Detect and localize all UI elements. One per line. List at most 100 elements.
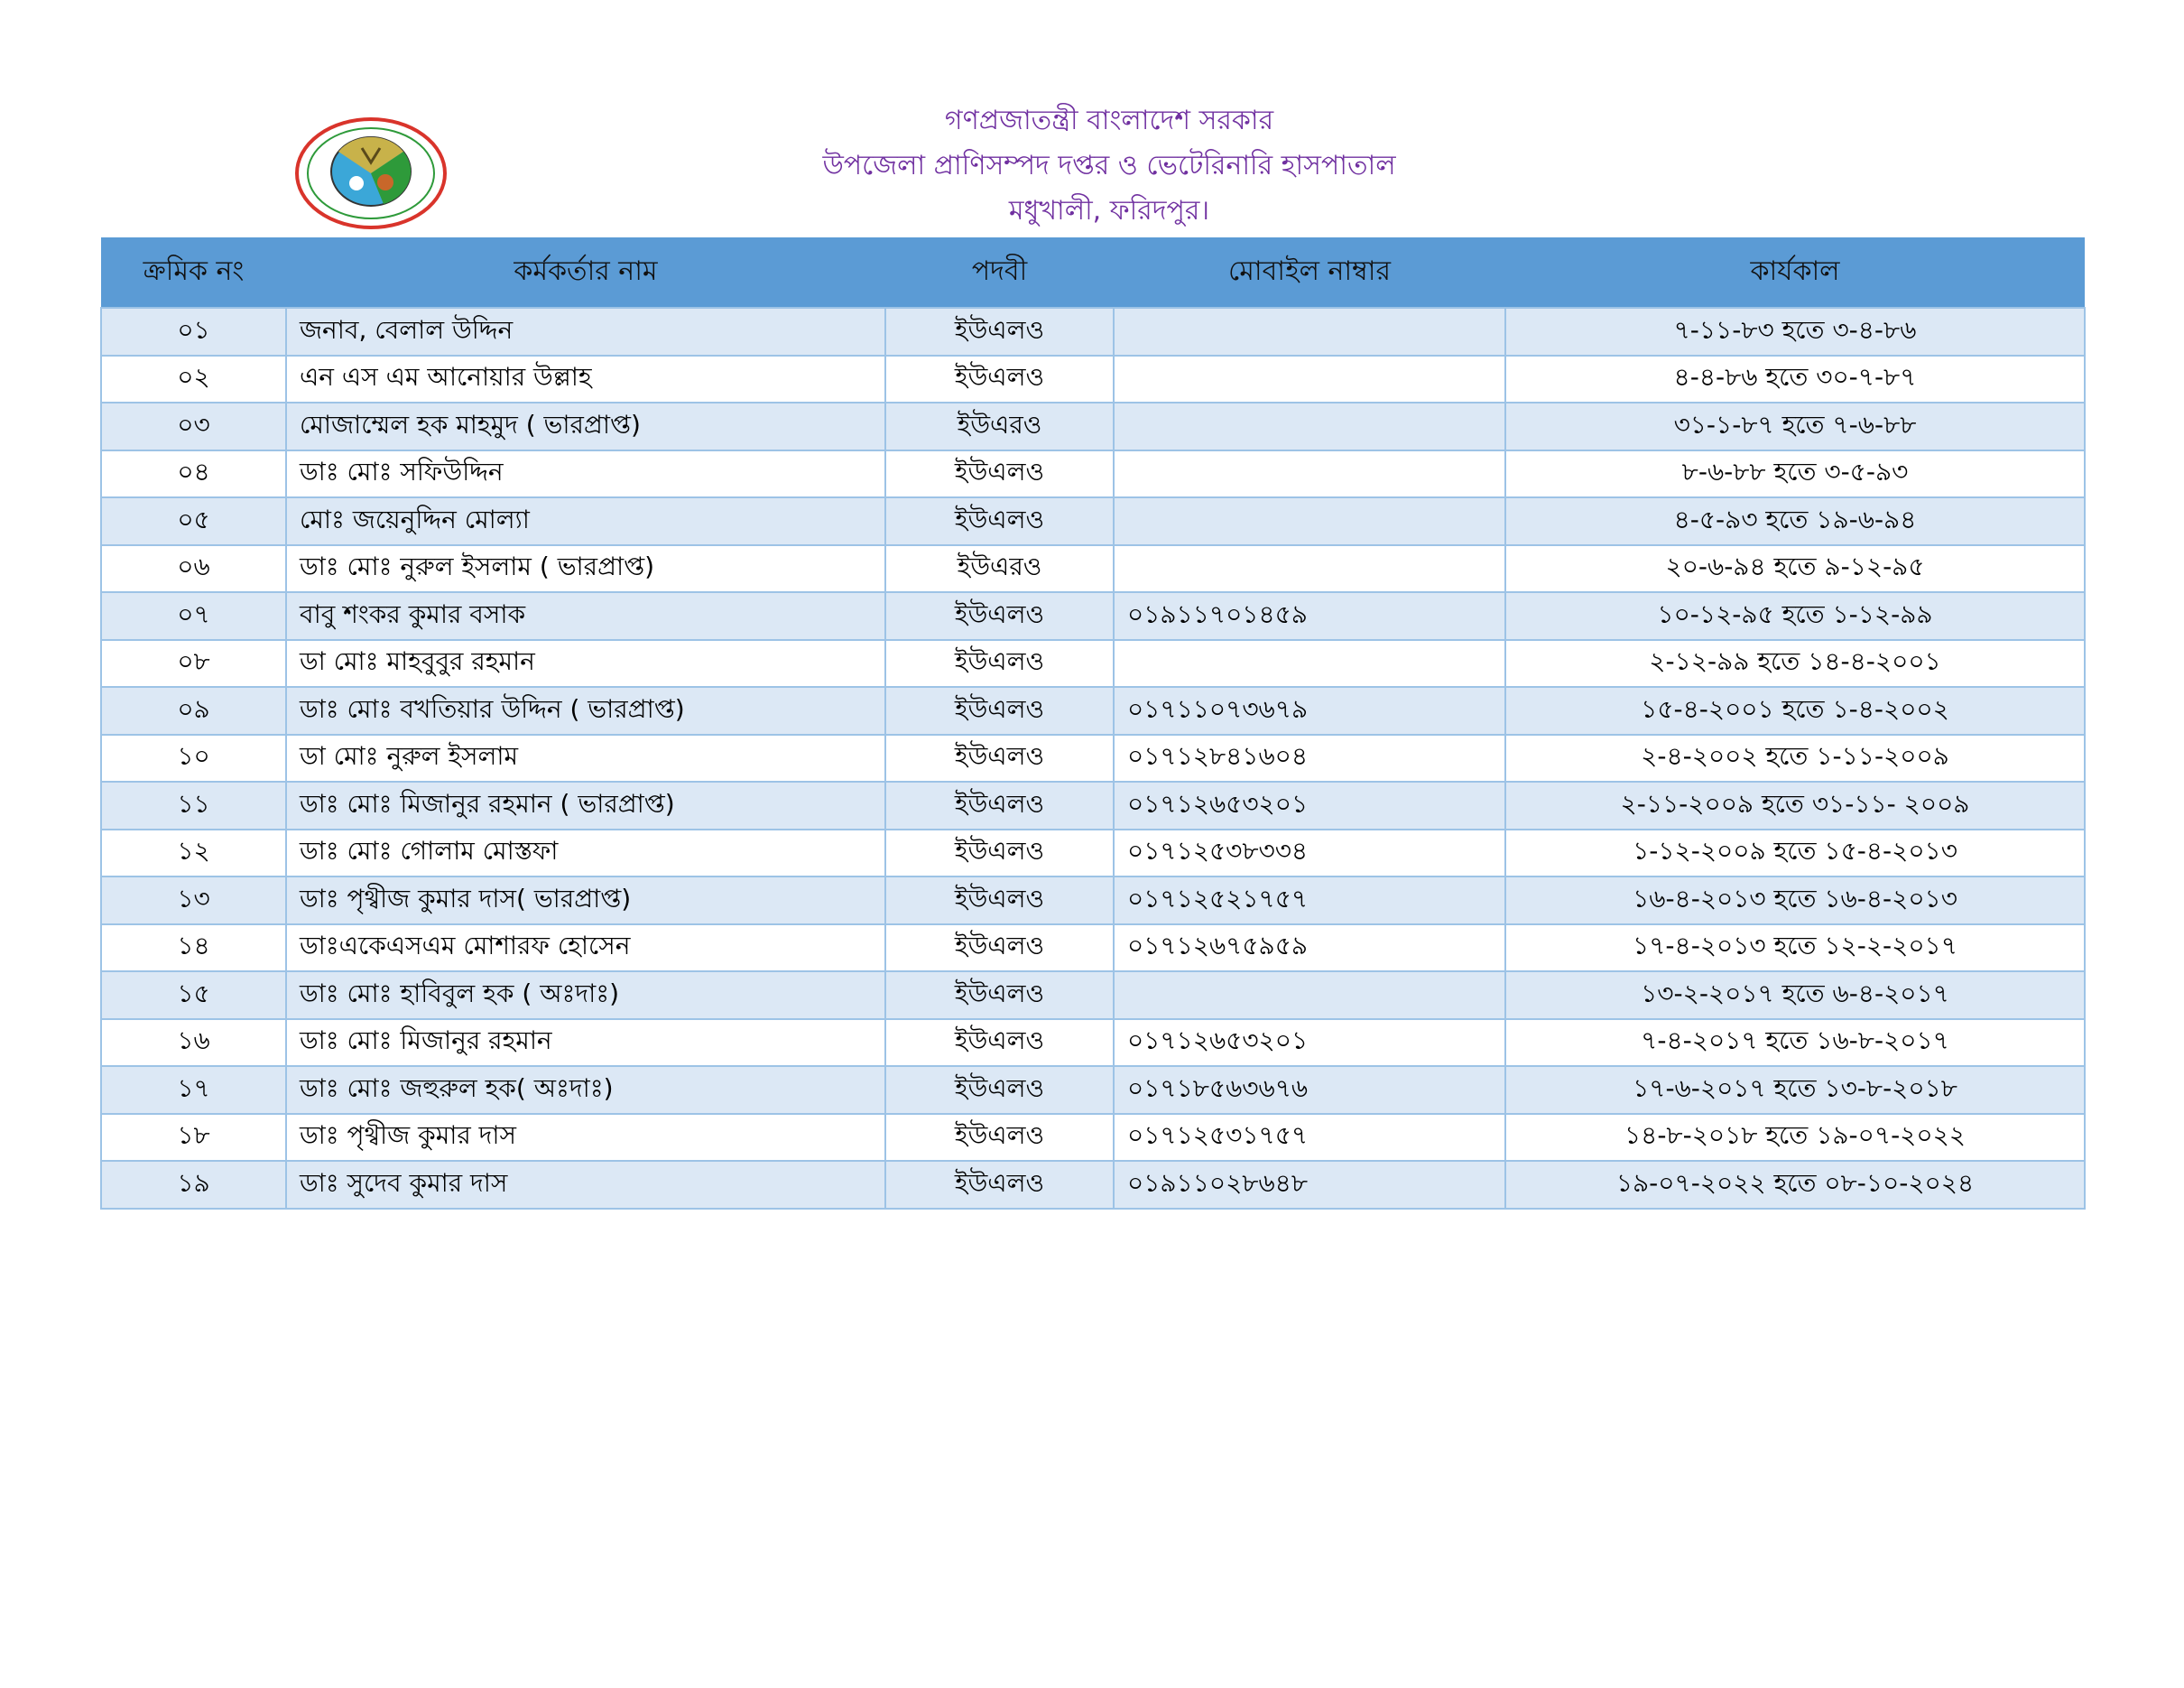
- mobile-cell: ০১৭১২৫৩৮৩৩৪: [1113, 828, 1506, 877]
- column-header-designation: পদবী: [885, 237, 1114, 308]
- designation-cell: ইউএলও: [884, 923, 1115, 972]
- tenure-cell: ৪-৪-৮৬ হতে ৩০-৭-৮৭: [1504, 354, 2086, 403]
- mobile-cell: ০১৭১২৬৫৩২০১: [1113, 1017, 1506, 1067]
- serial-cell: ০১: [100, 307, 287, 357]
- table-row: ১৪ ডাঃএকেএসএম মোশারফ হোসেন ইউএলও ০১৭১২৬৭৫৯৫…: [100, 923, 2086, 972]
- name-cell: ডা মোঃ নুরুল ইসলাম: [285, 733, 886, 783]
- tenure-cell: ১৯-০৭-২০২২ হতে ০৮-১০-২০২৪: [1504, 1160, 2086, 1210]
- column-header-mobile: মোবাইল নাম্বার: [1114, 237, 1505, 308]
- table-row: ১৮ ডাঃ পৃথ্বীজ কুমার দাস ইউএলও ০১৭১২৫৩১৭৫৭ ১…: [100, 1112, 2086, 1162]
- table-row: ০৪ ডাঃ মোঃ সফিউদ্দিন ইউএলও ৮-৬-৮৮ হতে ৩-৫-৯…: [100, 449, 2086, 498]
- mobile-cell: [1113, 970, 1506, 1020]
- table-row: ১৬ ডাঃ মোঃ মিজানুর রহমান ইউএলও ০১৭১২৬৫৩২০১ ৭…: [100, 1017, 2086, 1067]
- mobile-cell: [1113, 449, 1506, 498]
- name-cell: ডাঃ সুদেব কুমার দাস: [285, 1160, 886, 1210]
- name-cell: জনাব, বেলাল উদ্দিন: [285, 307, 886, 357]
- serial-cell: ০৪: [100, 449, 287, 498]
- serial-cell: ১৫: [100, 970, 287, 1020]
- tenure-cell: ৭-১১-৮৩ হতে ৩-৪-৮৬: [1504, 307, 2086, 357]
- tenure-cell: ২-৪-২০০২ হতে ১-১১-২০০৯: [1504, 733, 2086, 783]
- designation-cell: ইউএলও: [884, 1112, 1115, 1162]
- mobile-cell: [1113, 496, 1506, 546]
- serial-cell: ১৭: [100, 1065, 287, 1115]
- designation-cell: ইউএলও: [884, 307, 1115, 357]
- name-cell: ডাঃ মোঃ মিজানুর রহমান ( ভারপ্রাপ্ত): [285, 781, 886, 830]
- tenure-cell: ১৪-৮-২০১৮ হতে ১৯-০৭-২০২২: [1504, 1112, 2086, 1162]
- government-title: গণপ্রজাতন্ত্রী বাংলাদেশ সরকার: [944, 105, 1274, 136]
- table-row: ০১ জনাব, বেলাল উদ্দিন ইউএলও ৭-১১-৮৩ হতে ৩-৪…: [100, 307, 2086, 357]
- serial-cell: ১০: [100, 733, 287, 783]
- mobile-cell: ০১৭১২৫৩১৭৫৭: [1113, 1112, 1506, 1162]
- name-cell: মোঃ জয়েনুদ্দিন মোল্যা: [285, 496, 886, 546]
- designation-cell: ইউএলও: [884, 1065, 1115, 1115]
- table-row: ১২ ডাঃ মোঃ গোলাম মোস্তফা ইউএলও ০১৭১২৫৩৮৩৩৪ ১…: [100, 828, 2086, 877]
- serial-cell: ০৭: [100, 591, 287, 641]
- table-row: ১৩ ডাঃ পৃথ্বীজ কুমার দাস( ভারপ্রাপ্ত) ইউএল…: [100, 876, 2086, 925]
- tenure-cell: ১৬-৪-২০১৩ হতে ১৬-৪-২০১৩: [1504, 876, 2086, 925]
- mobile-cell: [1113, 307, 1506, 357]
- officers-table: ক্রমিক নং কর্মকর্তার নাম পদবী মোবাইল নাম…: [100, 237, 2086, 1210]
- serial-cell: ০৮: [100, 638, 287, 688]
- table-row: ০৫ মোঃ জয়েনুদ্দিন মোল্যা ইউএলও ৪-৫-৯৩ হতে …: [100, 496, 2086, 546]
- name-cell: মোজাম্মেল হক মাহমুদ ( ভারপ্রাপ্ত): [285, 402, 886, 451]
- tenure-cell: ৭-৪-২০১৭ হতে ১৬-৮-২০১৭: [1504, 1017, 2086, 1067]
- designation-cell: ইউএলও: [884, 781, 1115, 830]
- designation-cell: ইউএলও: [884, 1017, 1115, 1067]
- designation-cell: ইউএলও: [884, 733, 1115, 783]
- column-header-name: কর্মকর্তার নাম: [286, 237, 885, 308]
- name-cell: ডাঃ মোঃ গোলাম মোস্তফা: [285, 828, 886, 877]
- name-cell: ডাঃ পৃথ্বীজ কুমার দাস: [285, 1112, 886, 1162]
- name-cell: ডাঃ মোঃ মিজানুর রহমান: [285, 1017, 886, 1067]
- table-row: ১৭ ডাঃ মোঃ জহুরুল হক( অঃদাঃ) ইউএলও ০১৭১৮৫৬৩…: [100, 1065, 2086, 1115]
- mobile-cell: [1113, 354, 1506, 403]
- office-title: উপজেলা প্রাণিসম্পদ দপ্তর ও ভেটেরিনারি হা…: [822, 150, 1396, 181]
- serial-cell: ০৫: [100, 496, 287, 546]
- serial-cell: ০২: [100, 354, 287, 403]
- table-row: ১৯ ডাঃ সুদেব কুমার দাস ইউএলও ০১৯১১০২৮৬৪৮ ১৯-…: [100, 1160, 2086, 1210]
- tenure-cell: ১৩-২-২০১৭ হতে ৬-৪-২০১৭: [1504, 970, 2086, 1020]
- tenure-cell: ১৭-৪-২০১৩ হতে ১২-২-২০১৭: [1504, 923, 2086, 972]
- serial-cell: ১৩: [100, 876, 287, 925]
- tenure-cell: ১৭-৬-২০১৭ হতে ১৩-৮-২০১৮: [1504, 1065, 2086, 1115]
- designation-cell: ইউএরও: [884, 543, 1115, 593]
- designation-cell: ইউএলও: [884, 354, 1115, 403]
- tenure-cell: ৩১-১-৮৭ হতে ৭-৬-৮৮: [1504, 402, 2086, 451]
- table-row: ১১ ডাঃ মোঃ মিজানুর রহমান ( ভারপ্রাপ্ত) ইউএ…: [100, 781, 2086, 830]
- table-row: ০২ এন এস এম আনোয়ার উল্লাহ ইউএলও ৪-৪-৮৬ হতে…: [100, 354, 2086, 403]
- designation-cell: ইউএলও: [884, 1160, 1115, 1210]
- mobile-cell: ০১৯১১৭০১৪৫৯: [1113, 591, 1506, 641]
- table-row: ০৬ ডাঃ মোঃ নুরুল ইসলাম ( ভারপ্রাপ্ত) ইউএরও…: [100, 543, 2086, 593]
- designation-cell: ইউএলও: [884, 591, 1115, 641]
- name-cell: ডাঃ মোঃ বখতিয়ার উদ্দিন ( ভারপ্রাপ্ত): [285, 686, 886, 736]
- tenure-cell: ১৫-৪-২০০১ হতে ১-৪-২০০২: [1504, 686, 2086, 736]
- designation-cell: ইউএলও: [884, 496, 1115, 546]
- serial-cell: ০৯: [100, 686, 287, 736]
- column-header-serial: ক্রমিক নং: [101, 237, 286, 308]
- name-cell: ডাঃ মোঃ জহুরুল হক( অঃদাঃ): [285, 1065, 886, 1115]
- mobile-cell: [1113, 638, 1506, 688]
- table-row: ০৩ মোজাম্মেল হক মাহমুদ ( ভারপ্রাপ্ত) ইউএরও…: [100, 402, 2086, 451]
- table-header-row: ক্রমিক নং কর্মকর্তার নাম পদবী মোবাইল নাম…: [101, 237, 2085, 308]
- table-row: ০৯ ডাঃ মোঃ বখতিয়ার উদ্দিন ( ভারপ্রাপ্ত) ই…: [100, 686, 2086, 736]
- department-logo: [295, 117, 447, 229]
- designation-cell: ইউএলও: [884, 449, 1115, 498]
- table-body: ০১ জনাব, বেলাল উদ্দিন ইউএলও ৭-১১-৮৩ হতে ৩-৪…: [100, 307, 2086, 1210]
- table-row: ১৫ ডাঃ মোঃ হাবিবুল হক ( অঃদাঃ) ইউএলও ১৩-২-২…: [100, 970, 2086, 1020]
- tenure-cell: ২-১২-৯৯ হতে ১৪-৪-২০০১: [1504, 638, 2086, 688]
- tenure-cell: ১০-১২-৯৫ হতে ১-১২-৯৯: [1504, 591, 2086, 641]
- name-cell: ডাঃ পৃথ্বীজ কুমার দাস( ভারপ্রাপ্ত): [285, 876, 886, 925]
- mobile-cell: [1113, 402, 1506, 451]
- name-cell: ডাঃ মোঃ সফিউদ্দিন: [285, 449, 886, 498]
- name-cell: ডাঃ মোঃ নুরুল ইসলাম ( ভারপ্রাপ্ত): [285, 543, 886, 593]
- serial-cell: ১২: [100, 828, 287, 877]
- serial-cell: ০৬: [100, 543, 287, 593]
- table-row: ০৭ বাবু শংকর কুমার বসাক ইউএলও ০১৯১১৭০১৪৫৯ ১০…: [100, 591, 2086, 641]
- serial-cell: ১৬: [100, 1017, 287, 1067]
- designation-cell: ইউএলও: [884, 686, 1115, 736]
- serial-cell: ১১: [100, 781, 287, 830]
- tenure-cell: ৮-৬-৮৮ হতে ৩-৫-৯৩: [1504, 449, 2086, 498]
- serial-cell: ১৮: [100, 1112, 287, 1162]
- table-row: ১০ ডা মোঃ নুরুল ইসলাম ইউএলও ০১৭১২৮৪১৬০৪ ২-৪-…: [100, 733, 2086, 783]
- tenure-cell: ২-১১-২০০৯ হতে ৩১-১১- ২০০৯: [1504, 781, 2086, 830]
- designation-cell: ইউএলও: [884, 970, 1115, 1020]
